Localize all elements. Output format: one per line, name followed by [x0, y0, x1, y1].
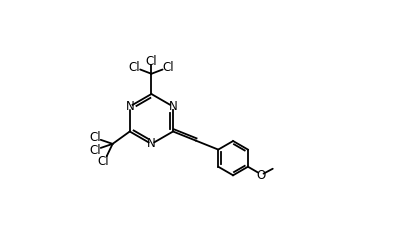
Text: Cl: Cl [163, 61, 174, 74]
Text: O: O [257, 169, 266, 182]
Text: Cl: Cl [89, 131, 101, 144]
Text: N: N [125, 100, 134, 113]
Text: Cl: Cl [89, 144, 101, 157]
Text: Cl: Cl [129, 61, 140, 74]
Text: N: N [169, 100, 178, 113]
Text: Cl: Cl [97, 155, 109, 168]
Text: Cl: Cl [146, 55, 157, 68]
Text: N: N [147, 138, 156, 150]
